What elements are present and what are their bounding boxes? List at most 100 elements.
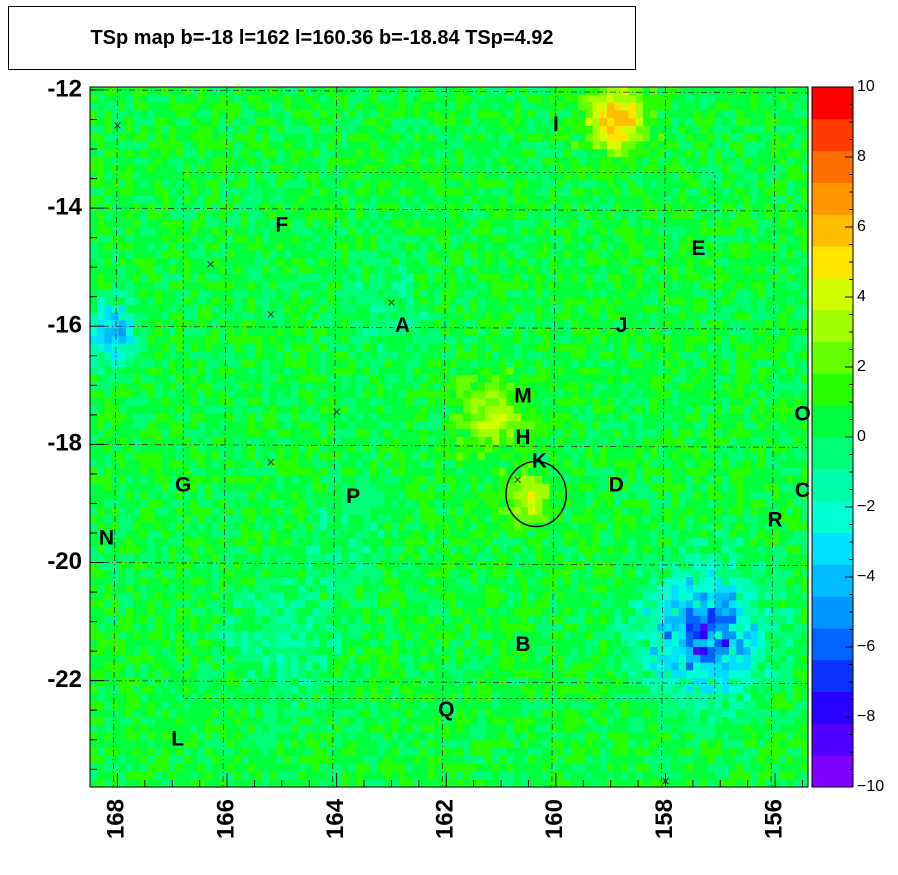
heatmap-cell xyxy=(283,289,292,298)
heatmap-cell xyxy=(377,654,385,664)
heatmap-cell xyxy=(255,343,263,353)
heatmap-cell xyxy=(291,631,299,640)
heatmap-cell xyxy=(255,374,263,384)
heatmap-cell xyxy=(348,188,357,197)
heatmap-cell xyxy=(384,779,393,788)
heatmap-cell xyxy=(240,522,249,531)
heatmap-cell xyxy=(370,670,378,679)
heatmap-cell xyxy=(434,180,443,189)
heatmap-cell xyxy=(111,351,120,360)
heatmap-cell xyxy=(298,188,306,197)
heatmap-cell xyxy=(298,569,306,578)
heatmap-cell xyxy=(434,670,443,679)
heatmap-cell xyxy=(176,281,184,290)
heatmap-cell xyxy=(391,157,400,166)
heatmap-cell xyxy=(463,717,472,726)
heatmap-cell xyxy=(312,678,321,687)
heatmap-cell xyxy=(334,717,342,726)
heatmap-cell xyxy=(326,561,335,570)
heatmap-cell xyxy=(305,615,314,625)
heatmap-cell xyxy=(226,763,235,773)
heatmap-cell xyxy=(147,452,156,461)
heatmap-cell xyxy=(154,195,163,205)
heatmap-cell xyxy=(197,203,206,213)
heatmap-cell xyxy=(420,600,429,609)
heatmap-cell xyxy=(334,561,342,570)
heatmap-cell xyxy=(212,87,220,96)
heatmap-cell xyxy=(269,678,278,687)
heatmap-cell xyxy=(147,709,156,718)
heatmap-cell xyxy=(219,413,228,423)
heatmap-cell xyxy=(305,125,314,135)
heatmap-cell xyxy=(312,289,321,298)
heatmap-cell xyxy=(255,125,263,135)
heatmap-cell xyxy=(212,219,220,228)
heatmap-cell xyxy=(147,164,156,174)
heatmap-cell xyxy=(269,219,278,228)
heatmap-cell xyxy=(204,763,213,773)
heatmap-cell xyxy=(326,351,335,360)
heatmap-cell xyxy=(276,748,285,757)
heatmap-cell xyxy=(484,413,493,423)
heatmap-cell xyxy=(104,639,113,648)
heatmap-cell xyxy=(348,483,357,493)
heatmap-cell xyxy=(334,94,342,104)
heatmap-cell xyxy=(291,771,299,780)
heatmap-cell xyxy=(413,538,421,547)
heatmap-cell xyxy=(477,763,486,773)
heatmap-cell xyxy=(384,748,393,757)
heatmap-cell xyxy=(456,312,464,321)
heatmap-cell xyxy=(140,258,149,267)
heatmap-cell xyxy=(456,110,464,119)
heatmap-cell xyxy=(269,639,278,648)
heatmap-cell xyxy=(247,499,256,508)
heatmap-cell xyxy=(441,608,450,617)
heatmap-cell xyxy=(384,522,393,531)
heatmap-cell xyxy=(348,281,357,290)
heatmap-cell xyxy=(341,468,350,477)
heatmap-cell xyxy=(449,413,457,423)
heatmap-cell xyxy=(133,172,141,181)
heatmap-cell xyxy=(413,359,421,368)
heatmap-cell xyxy=(441,631,450,640)
heatmap-cell xyxy=(176,615,184,625)
heatmap-cell xyxy=(125,561,134,570)
heatmap-cell xyxy=(97,530,105,539)
heatmap-cell xyxy=(212,724,220,734)
heatmap-cell xyxy=(204,164,213,174)
heatmap-cell xyxy=(197,429,206,438)
heatmap-cell xyxy=(133,429,141,438)
heatmap-cell xyxy=(283,281,292,290)
heatmap-cell xyxy=(319,335,328,345)
heatmap-cell xyxy=(190,740,199,749)
heatmap-cell xyxy=(125,763,134,773)
heatmap-cell xyxy=(269,779,278,788)
heatmap-cell xyxy=(154,234,163,244)
heatmap-cell xyxy=(370,374,378,384)
heatmap-cell xyxy=(463,600,472,609)
heatmap-cell xyxy=(298,514,306,524)
heatmap-cell xyxy=(190,748,199,757)
heatmap-cell xyxy=(377,429,385,438)
heatmap-cell xyxy=(391,149,400,158)
heatmap-cell xyxy=(463,584,472,594)
heatmap-cell xyxy=(370,188,378,197)
heatmap-cell xyxy=(434,102,443,111)
heatmap-cell xyxy=(355,413,364,423)
heatmap-cell xyxy=(190,600,199,609)
heatmap-cell xyxy=(90,328,98,337)
heatmap-cell xyxy=(298,639,306,648)
heatmap-cell xyxy=(470,312,479,321)
heatmap-cell xyxy=(140,545,149,555)
heatmap-cell xyxy=(154,530,163,539)
heatmap-cell xyxy=(190,125,199,135)
heatmap-cell xyxy=(441,102,450,111)
heatmap-cell xyxy=(305,335,314,345)
heatmap-cell xyxy=(362,265,371,275)
heatmap-cell xyxy=(434,530,443,539)
heatmap-cell xyxy=(427,281,436,290)
heatmap-cell xyxy=(463,304,472,314)
heatmap-cell xyxy=(291,141,299,150)
heatmap-cell xyxy=(104,157,113,166)
heatmap-cell xyxy=(147,724,156,734)
